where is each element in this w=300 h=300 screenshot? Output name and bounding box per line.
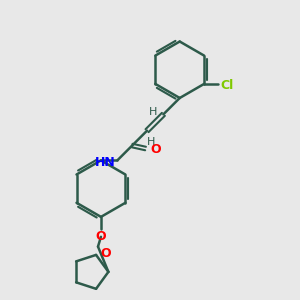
Text: HN: HN xyxy=(95,156,116,169)
Text: Cl: Cl xyxy=(220,79,234,92)
Text: O: O xyxy=(95,230,106,243)
Text: O: O xyxy=(100,247,111,260)
Text: H: H xyxy=(149,107,158,117)
Text: H: H xyxy=(147,137,156,147)
Text: O: O xyxy=(150,142,160,156)
